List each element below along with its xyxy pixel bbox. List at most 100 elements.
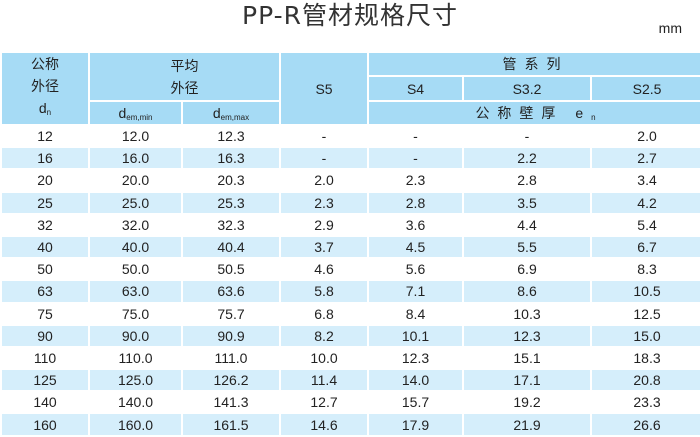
- cell-s4: 3.6: [367, 212, 464, 237]
- table-row: 16 16.0 16.3- -2.2 2.7: [0, 146, 700, 171]
- cell-dem-min: 40.0: [88, 234, 183, 260]
- cell-s5: 2.3: [279, 190, 369, 215]
- cell-nominal-od: 12: [0, 123, 90, 149]
- table-row: 140 140.0 141.3 12.7 15.7 19.2 23.3: [0, 390, 700, 415]
- cell-s5: 14.6: [279, 412, 369, 437]
- header-text: 公称壁厚 e: [475, 105, 592, 122]
- cell-s2-5: 15.0: [589, 323, 700, 348]
- cell-dem-min: 63.0: [88, 279, 183, 304]
- cell-s3-2: 8.6: [462, 279, 592, 304]
- cell-s2-5: 3.4: [589, 168, 700, 193]
- cell-s3-2: 5.5: [462, 234, 592, 260]
- cell-s2-5: 8.3: [589, 257, 700, 282]
- cell-s5: 12.7: [279, 390, 369, 415]
- cell-s2-5: 6.7: [589, 234, 700, 260]
- cell-s2-5: 10.5: [589, 279, 700, 304]
- cell-s4: 4.5: [367, 234, 464, 260]
- cell-s4: 2.3: [367, 168, 464, 193]
- cell-s3-2: 2.8: [462, 168, 592, 193]
- table-row: 20 20.0 20.3 2.0 2.3 2.8 3.4: [0, 168, 700, 193]
- table-row: 50 50.0 50.5 4.6 5.6 6.9 8.3: [0, 257, 700, 282]
- cell-s2-5: 2.7: [589, 146, 700, 171]
- cell-s2-5: 12.5: [589, 301, 700, 326]
- cell-s3-2: 6.9: [462, 257, 592, 282]
- cell-dem-min: 110.0: [88, 345, 183, 371]
- cell-s4: 15.7: [367, 390, 464, 415]
- cell-dem-max: 12.3: [181, 123, 281, 149]
- header-text: d: [212, 104, 221, 121]
- header-text: 外径: [170, 79, 199, 96]
- header-text: 平均: [170, 57, 199, 74]
- cell-s3-2: 19.2: [462, 390, 592, 415]
- cell-dem-max: 126.2: [181, 368, 281, 393]
- cell-nominal-od: 160: [0, 412, 90, 437]
- cell-dem-min: 16.0: [88, 146, 183, 171]
- cell-s4: 7.1: [367, 279, 464, 304]
- table-row: 63 63.0 63.6 5.8 7.1 8.6 10.5: [0, 279, 700, 304]
- cell-s2-5: 2.0: [589, 123, 700, 149]
- cell-s5: 10.0: [279, 345, 369, 371]
- header-nominal-od: 公称 外径 dn: [0, 51, 90, 126]
- cell-nominal-od: 110: [0, 345, 90, 371]
- subscript: em,min: [126, 112, 153, 122]
- header-text: dn: [2, 97, 88, 124]
- cell-s2-5: 26.6: [589, 412, 700, 437]
- header-dem-max: dem,max: [181, 100, 281, 126]
- unit-label: mm: [658, 20, 682, 36]
- header-s3-2: S3.2: [462, 75, 592, 103]
- cell-s2-5: 18.3: [589, 345, 700, 371]
- header-s5: S5: [279, 51, 369, 126]
- cell-s5: 11.4: [279, 368, 369, 393]
- header-s4: S4: [367, 75, 464, 103]
- cell-nominal-od: 63: [0, 279, 90, 304]
- cell-s4: 12.3: [367, 345, 464, 371]
- cell-s4: 14.0: [367, 368, 464, 393]
- cell-dem-min: 75.0: [88, 301, 183, 326]
- cell-dem-max: 32.3: [181, 212, 281, 237]
- page-title: PP-R管材规格尺寸: [242, 1, 458, 30]
- cell-s2-5: 5.4: [589, 212, 700, 237]
- cell-nominal-od: 50: [0, 257, 90, 282]
- cell-s2-5: 23.3: [589, 390, 700, 415]
- cell-dem-max: 40.4: [181, 234, 281, 260]
- cell-dem-max: 20.3: [181, 168, 281, 193]
- cell-s3-2: 15.1: [462, 345, 592, 371]
- cell-s5: -: [279, 123, 369, 149]
- header-wall-thickness: 公称壁厚 en: [366, 100, 700, 126]
- cell-s3-2: 4.4: [462, 212, 592, 237]
- cell-dem-min: 50.0: [88, 257, 183, 282]
- cell-s3-2: -: [462, 123, 592, 149]
- cell-s5: 4.6: [279, 257, 369, 282]
- header-mean-od: 平均 外径: [88, 50, 281, 103]
- cell-s5: -: [279, 146, 369, 171]
- cell-nominal-od: 125: [0, 368, 90, 393]
- cell-nominal-od: 32: [0, 212, 90, 237]
- cell-nominal-od: 40: [0, 234, 90, 260]
- table-row: 160 160.0 161.5 14.6 17.9 21.9 26.6: [0, 412, 700, 437]
- header-text: d: [118, 104, 127, 121]
- cell-dem-max: 50.5: [181, 257, 281, 282]
- subscript: n: [591, 113, 596, 123]
- cell-s4: 17.9: [367, 412, 464, 437]
- cell-s5: 3.7: [279, 234, 369, 260]
- subscript: n: [46, 108, 52, 117]
- pipe-spec-table: 公称 外径 dn 平均 外径 S5 管系列 S4 S3.2 S2.5 dem,m…: [0, 50, 700, 437]
- cell-dem-max: 25.3: [181, 190, 281, 215]
- cell-nominal-od: 25: [0, 190, 90, 215]
- cell-s4: -: [367, 123, 464, 149]
- cell-s5: 8.2: [279, 323, 369, 348]
- cell-s4: 2.8: [367, 190, 464, 215]
- table-row: 75 75.0 75.7 6.8 8.4 10.3 12.5: [0, 301, 700, 326]
- cell-dem-max: 75.7: [181, 301, 281, 326]
- table-row: 12 12.0 12.3- - -2.0: [0, 123, 700, 149]
- cell-dem-min: 12.0: [88, 123, 183, 149]
- cell-s3-2: 3.5: [462, 190, 592, 215]
- cell-nominal-od: 16: [0, 146, 90, 171]
- table-row: 125 125.0 126.2 11.4 14.0 17.1 20.8: [0, 368, 700, 393]
- cell-dem-max: 161.5: [181, 412, 281, 437]
- cell-nominal-od: 140: [0, 390, 90, 415]
- header-text: d: [38, 100, 47, 116]
- header-s2-5: S2.5: [589, 75, 700, 103]
- cell-s3-2: 21.9: [462, 412, 592, 437]
- cell-dem-min: 25.0: [88, 190, 183, 215]
